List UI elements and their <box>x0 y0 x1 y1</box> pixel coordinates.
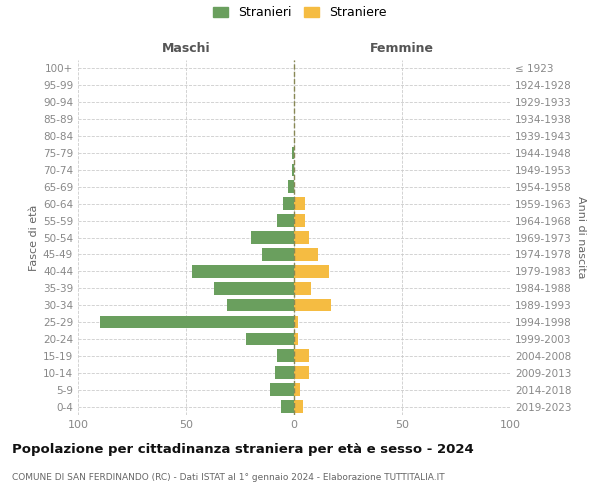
Bar <box>294 248 318 260</box>
Bar <box>275 366 294 379</box>
Bar <box>294 316 298 328</box>
Legend: Stranieri, Straniere: Stranieri, Straniere <box>213 6 387 19</box>
Bar <box>227 299 294 312</box>
Bar <box>294 384 301 396</box>
Bar <box>294 282 311 294</box>
Bar <box>214 282 294 294</box>
Text: Popolazione per cittadinanza straniera per età e sesso - 2024: Popolazione per cittadinanza straniera p… <box>12 442 474 456</box>
Bar <box>294 332 298 345</box>
Bar <box>292 164 294 176</box>
Bar <box>294 214 305 227</box>
Bar <box>294 299 331 312</box>
Bar <box>277 214 294 227</box>
Text: COMUNE DI SAN FERDINANDO (RC) - Dati ISTAT al 1° gennaio 2024 - Elaborazione TUT: COMUNE DI SAN FERDINANDO (RC) - Dati IST… <box>12 472 445 482</box>
Bar <box>281 400 294 413</box>
Bar <box>294 366 309 379</box>
Bar <box>270 384 294 396</box>
Bar <box>100 316 294 328</box>
Bar <box>193 265 294 278</box>
Bar <box>262 248 294 260</box>
Bar <box>251 231 294 244</box>
Bar <box>283 198 294 210</box>
Bar <box>287 180 294 193</box>
Bar <box>247 332 294 345</box>
Y-axis label: Anni di nascita: Anni di nascita <box>576 196 586 279</box>
Bar <box>294 198 305 210</box>
Bar <box>294 265 329 278</box>
Y-axis label: Fasce di età: Fasce di età <box>29 204 39 270</box>
Bar <box>294 350 309 362</box>
Bar <box>277 350 294 362</box>
Bar <box>294 231 309 244</box>
Bar <box>292 146 294 160</box>
Bar <box>294 400 302 413</box>
